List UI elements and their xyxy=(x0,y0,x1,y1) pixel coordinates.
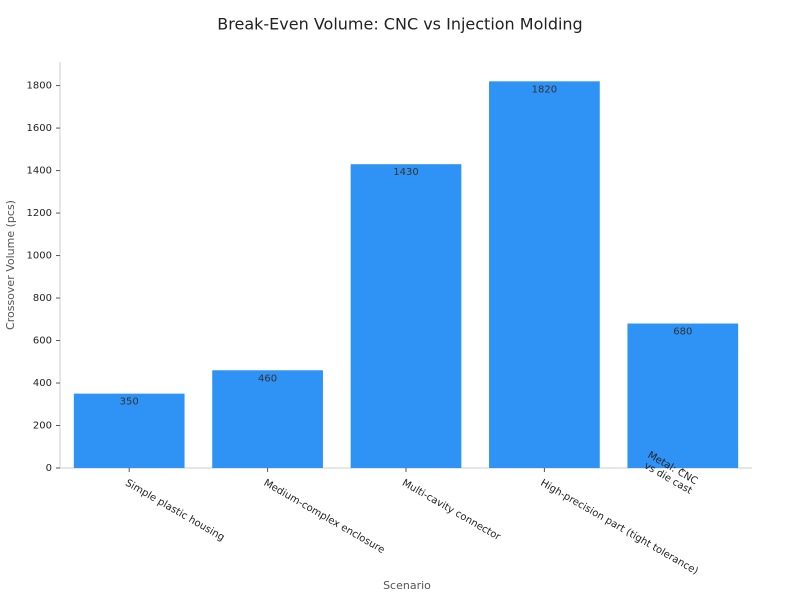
bar xyxy=(73,393,185,468)
y-tick-label: 1800 xyxy=(27,81,52,92)
value-label: 350 xyxy=(120,397,139,408)
y-tick-label: 800 xyxy=(33,293,52,304)
value-label: 1430 xyxy=(393,167,418,178)
y-tick-label: 1000 xyxy=(27,251,52,262)
value-label: 460 xyxy=(258,373,277,384)
x-tick-label: Multi-cavity connector xyxy=(400,478,503,544)
x-axis-label: Scenario xyxy=(383,579,431,592)
y-tick-label: 600 xyxy=(33,336,52,347)
bar xyxy=(627,323,739,468)
x-tick-label: High-precision part (tight tolerance) xyxy=(538,478,700,578)
x-tick-label: Medium-complex enclosure xyxy=(262,478,387,556)
x-tick-label: Simple plastic housing xyxy=(123,478,226,544)
y-tick-label: 200 xyxy=(33,421,52,432)
chart-title: Break-Even Volume: CNC vs Injection Mold… xyxy=(217,15,582,34)
bar xyxy=(212,370,323,468)
value-label: 1820 xyxy=(532,84,557,95)
bar xyxy=(350,164,462,468)
y-tick-label: 0 xyxy=(46,463,52,474)
y-tick-label: 1200 xyxy=(27,208,52,219)
value-label: 680 xyxy=(673,327,692,338)
y-tick-label: 400 xyxy=(33,378,52,389)
y-tick-label: 1600 xyxy=(27,123,52,134)
bar xyxy=(489,81,600,468)
y-tick-label: 1400 xyxy=(27,166,52,177)
y-axis-label: Crossover Volume (pcs) xyxy=(4,200,17,330)
